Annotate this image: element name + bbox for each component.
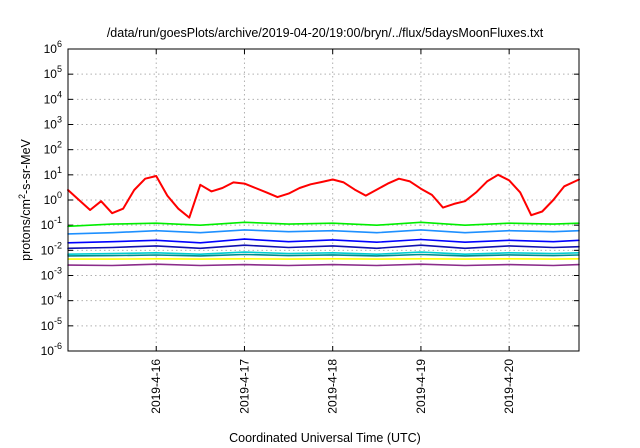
y-tick-base: 10 [44, 42, 58, 56]
grid-lines [68, 48, 579, 352]
y-tick-exponent: -3 [54, 266, 62, 276]
y-tick-label: 10-5 [41, 316, 62, 333]
series-line-9 [67, 263, 580, 267]
y-axis-label-sup: 2 [17, 194, 27, 199]
y-tick-exponent: 4 [57, 89, 62, 99]
y-tick-label: 10-4 [41, 291, 62, 308]
y-tick-exponent: -1 [54, 215, 62, 225]
y-axis-label-pre: protons/cm [19, 199, 33, 261]
y-tick-exponent: -6 [54, 341, 62, 351]
y-axis-label-post: -s-sr-MeV [19, 138, 33, 194]
x-tick-label: 2019-4-16 [149, 359, 163, 414]
y-tick-base: 10 [41, 218, 55, 232]
y-tick-exponent: 5 [57, 64, 62, 74]
x-axis-label: Coordinated Universal Time (UTC) [229, 431, 421, 445]
y-tick-exponent: 1 [57, 165, 62, 175]
y-tick-label: 101 [44, 165, 62, 182]
y-tick-label: 104 [44, 89, 62, 106]
y-tick-exponent: 0 [57, 190, 62, 200]
y-tick-base: 10 [44, 143, 58, 157]
series-line-1 [67, 173, 580, 219]
series-line-6 [67, 251, 580, 255]
series-line-7 [67, 253, 580, 257]
y-tick-base: 10 [41, 243, 55, 257]
y-tick-base: 10 [41, 344, 55, 358]
series-line-3 [67, 229, 580, 235]
y-tick-base: 10 [44, 168, 58, 182]
x-tick-label: 2019-4-17 [237, 359, 251, 414]
chart-title: /data/run/goesPlots/archive/2019-04-20/1… [107, 26, 544, 40]
y-tick-exponent: 6 [57, 39, 62, 49]
y-tick-label: 10-2 [41, 240, 62, 257]
series-layer [67, 173, 580, 267]
y-tick-exponent: 3 [57, 115, 62, 125]
y-tick-label: 10-6 [41, 341, 62, 358]
y-tick-label: 103 [44, 115, 62, 132]
y-tick-base: 10 [44, 118, 58, 132]
y-tick-base: 10 [44, 92, 58, 106]
y-tick-label: 106 [44, 39, 62, 56]
y-tick-base: 10 [41, 294, 55, 308]
x-tick-labels: 2019-4-16 2019-4-17 2019-4-18 2019-4-19 2019… [149, 359, 516, 414]
y-tick-label: 102 [44, 140, 62, 157]
y-tick-exponent: -2 [54, 240, 62, 250]
y-tick-label: 100 [44, 190, 62, 207]
y-tick-base: 10 [44, 193, 58, 207]
x-tick-label: 2019-4-20 [502, 359, 516, 414]
series-line-2 [67, 221, 580, 228]
y-tick-labels: 10-610-510-410-310-210-11001011021031041… [41, 39, 62, 358]
y-tick-exponent: 2 [57, 140, 62, 150]
y-tick-label: 10-1 [41, 215, 62, 232]
series-line-4 [67, 238, 580, 244]
y-tick-exponent: -5 [54, 316, 62, 326]
x-tick-label: 2019-4-18 [326, 359, 340, 414]
y-tick-base: 10 [44, 67, 58, 81]
y-tick-base: 10 [41, 269, 55, 283]
y-tick-exponent: -4 [54, 291, 62, 301]
y-tick-label: 105 [44, 64, 62, 81]
y-axis-label: protons/cm2-s-sr-MeV [17, 138, 33, 260]
y-tick-base: 10 [41, 319, 55, 333]
x-tick-label: 2019-4-19 [414, 359, 428, 414]
plot-frame [67, 48, 580, 352]
series-line-5 [67, 244, 580, 250]
y-tick-label: 10-3 [41, 266, 62, 283]
